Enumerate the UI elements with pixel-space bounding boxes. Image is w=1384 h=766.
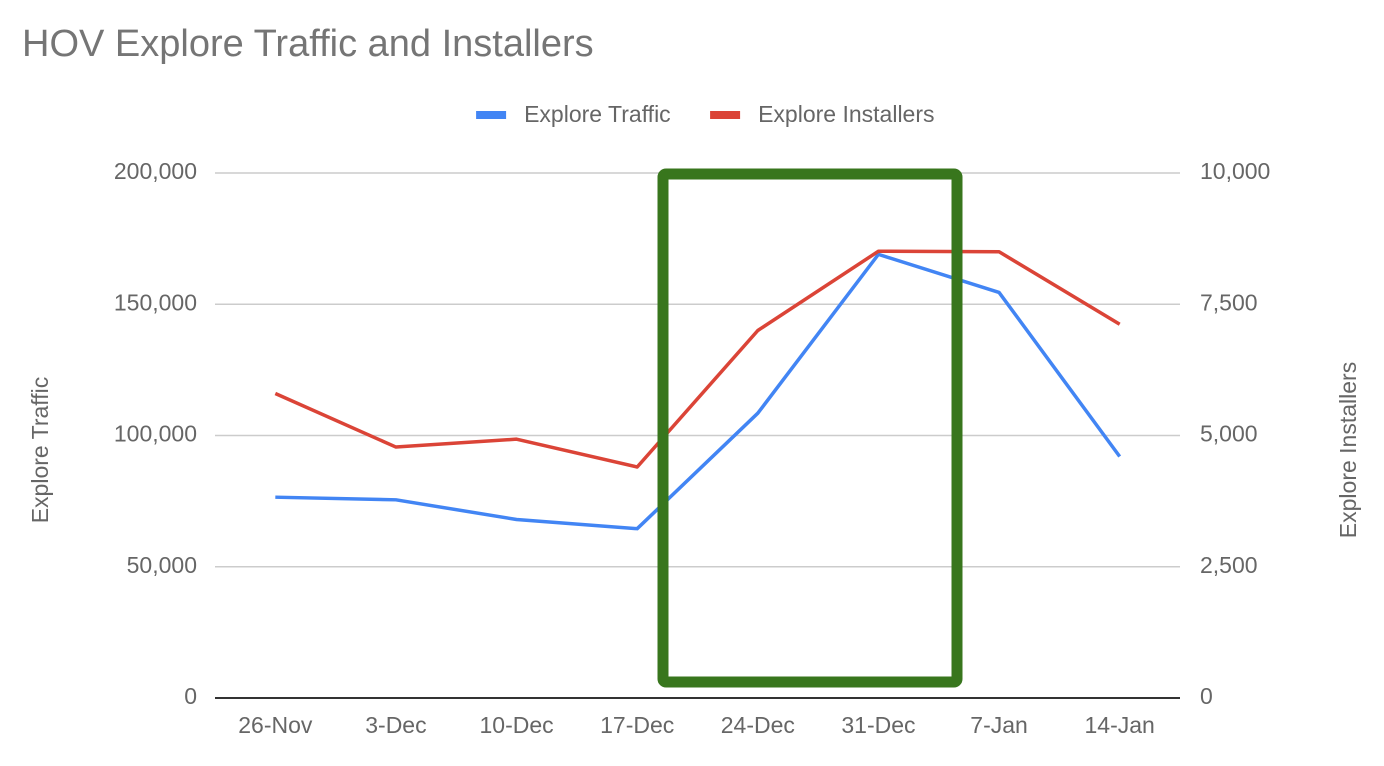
y-tick-label: 200,000 [114, 158, 197, 184]
y-tick-label: 150,000 [114, 289, 197, 315]
x-tick-label: 3-Dec [365, 712, 426, 738]
x-tick-label: 10-Dec [479, 712, 553, 738]
y-tick-label: 0 [184, 683, 197, 709]
chart-title: HOV Explore Traffic and Installers [22, 23, 594, 65]
y2-tick-label: 0 [1200, 683, 1213, 709]
y-axis-title: Explore Traffic [27, 377, 53, 524]
legend-swatch [476, 111, 507, 119]
y-tick-label: 50,000 [127, 552, 197, 578]
x-tick-label: 7-Jan [970, 712, 1028, 738]
y2-tick-label: 10,000 [1200, 158, 1270, 184]
x-tick-label: 24-Dec [721, 712, 795, 738]
series-line [275, 252, 1122, 531]
x-tick-label: 26-Nov [238, 712, 313, 738]
legend-label: Explore Installers [758, 101, 934, 127]
y2-tick-label: 2,500 [1200, 552, 1258, 578]
x-tick-label: 31-Dec [841, 712, 915, 738]
plot-area: 0 50,000 100,000 150,000 200,000 0 2,500 5,000 7… [114, 101, 1271, 738]
y-tick-label: 100,000 [114, 421, 197, 447]
x-tick-label: 14-Jan [1085, 712, 1155, 738]
series-line [274, 249, 1121, 469]
y2-tick-label: 5,000 [1200, 421, 1258, 447]
y2-tick-label: 7,500 [1200, 289, 1258, 315]
legend-swatch [710, 111, 741, 119]
y2-axis-title: Explore Installers [1335, 362, 1361, 538]
legend-label: Explore Traffic [524, 101, 671, 127]
highlight-box [657, 168, 963, 688]
x-tick-label: 17-Dec [600, 712, 674, 738]
